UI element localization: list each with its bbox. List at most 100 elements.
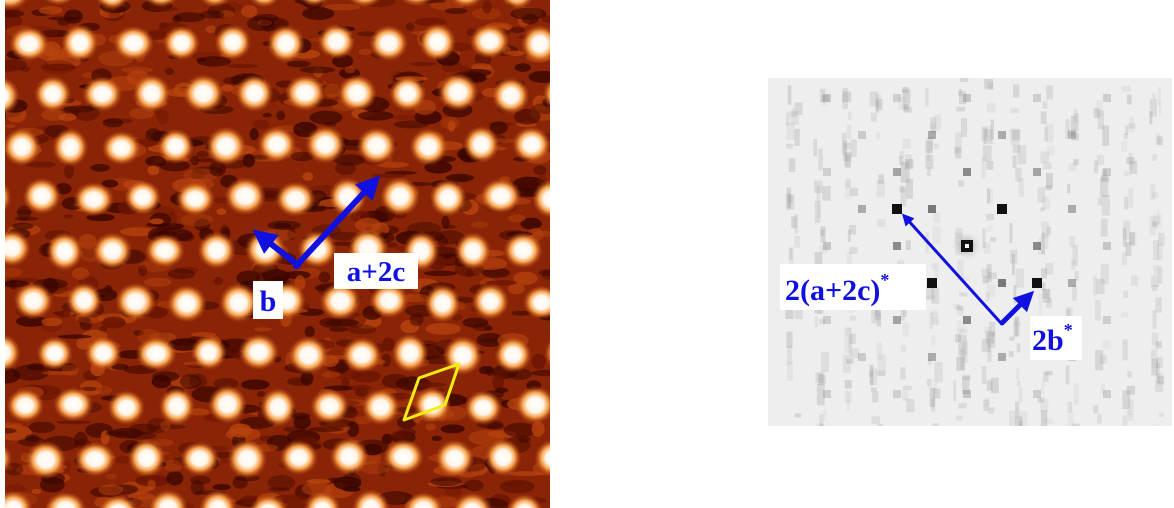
stm-texture-blob xyxy=(485,365,494,376)
fft-spot xyxy=(998,279,1006,287)
stm-atom xyxy=(5,334,21,372)
stm-texture-blob xyxy=(335,162,356,176)
fft-texture-streak xyxy=(1013,285,1017,304)
stm-atom xyxy=(520,24,550,64)
stm-atom xyxy=(158,386,195,426)
stm-atom xyxy=(74,441,116,477)
stm-texture-blob xyxy=(483,326,493,331)
fft-texture-streak xyxy=(813,139,817,157)
fft-texture-streak xyxy=(1012,155,1017,168)
fft-texture-streak xyxy=(1046,85,1053,100)
fft-texture-streak xyxy=(822,186,831,201)
fft-texture-streak xyxy=(1093,275,1097,296)
stm-atom xyxy=(299,0,329,7)
fft-texture-streak xyxy=(900,367,906,380)
stm-atom xyxy=(464,390,503,426)
stm-texture-blob xyxy=(387,242,398,248)
stm-texture-blob xyxy=(102,118,124,128)
stm-texture-blob xyxy=(425,423,436,431)
fft-texture-streak xyxy=(1013,322,1021,327)
stm-texture-blob xyxy=(470,221,489,228)
stm-atom xyxy=(442,335,483,376)
stm-atom xyxy=(305,125,346,164)
fft-texture-streak xyxy=(930,117,937,133)
fft-texture-streak xyxy=(870,368,878,386)
fft-texture-streak xyxy=(822,409,827,422)
fft-texture-streak xyxy=(1152,310,1157,329)
stm-texture-blob xyxy=(328,326,349,332)
stm-atom xyxy=(61,23,99,62)
stm-texture-blob xyxy=(177,232,195,242)
fft-texture-streak xyxy=(819,318,826,325)
stm-texture-blob xyxy=(514,109,541,125)
stm-texture-blob xyxy=(304,326,315,338)
fft-texture-streak xyxy=(817,204,822,218)
fft-texture-streak xyxy=(1072,285,1077,301)
fft-texture-streak xyxy=(926,295,936,300)
stm-atom xyxy=(544,339,550,368)
fft-texture-streak xyxy=(1151,358,1158,376)
fft-texture-streak xyxy=(1153,240,1160,261)
fft-texture-streak xyxy=(934,362,943,383)
stm-texture-blob xyxy=(283,426,306,433)
fft-texture-streak xyxy=(955,132,962,153)
stm-texture-blob xyxy=(517,436,531,443)
fft-texture-streak xyxy=(902,89,910,112)
stm-texture-blob xyxy=(149,218,164,225)
stm-atom xyxy=(309,388,350,424)
fft-texture-streak xyxy=(956,320,966,333)
fft-spot xyxy=(1033,94,1041,102)
stm-texture-blob xyxy=(133,330,145,336)
fft-texture-streak xyxy=(1096,155,1105,165)
fft-texture-streak xyxy=(1015,316,1020,336)
label-2-a-plus-2c-superscript: * xyxy=(880,270,889,290)
stm-texture-blob xyxy=(5,427,17,434)
stm-atom xyxy=(463,125,500,164)
fft-texture-streak xyxy=(1149,216,1156,236)
stm-texture-blob xyxy=(459,65,471,74)
stm-atom xyxy=(534,439,550,477)
fft-texture-streak xyxy=(1153,214,1162,230)
fft-texture-streak xyxy=(958,403,967,409)
stm-texture-blob xyxy=(445,7,468,15)
stm-texture-blob xyxy=(532,230,550,237)
fft-texture-streak xyxy=(1131,275,1139,286)
fft-texture-streak xyxy=(875,94,881,108)
fft-texture-streak xyxy=(982,128,986,144)
fft-texture-streak xyxy=(984,330,989,340)
fft-texture-streak xyxy=(842,87,848,109)
fft-texture-streak xyxy=(982,228,986,248)
stm-atom xyxy=(329,437,369,476)
fft-spot xyxy=(823,242,831,250)
stm-texture-blob xyxy=(462,317,489,328)
stm-atom xyxy=(297,230,338,269)
fft-texture-streak xyxy=(932,423,939,426)
fft-texture-streak xyxy=(1094,300,1101,321)
fft-texture-streak xyxy=(1067,411,1074,426)
stm-atom xyxy=(115,282,157,321)
stm-atom xyxy=(190,334,227,371)
fft-texture-streak xyxy=(981,157,986,179)
fft-texture-streak xyxy=(1151,332,1159,346)
fft-texture-streak xyxy=(986,225,993,232)
stm-atom xyxy=(409,127,448,166)
stm-texture-blob xyxy=(110,428,144,439)
stm-texture-blob xyxy=(377,161,410,168)
stm-atom xyxy=(501,0,534,10)
fft-texture-streak xyxy=(821,88,828,107)
stm-texture-blob xyxy=(166,470,184,486)
fft-texture-streak xyxy=(1151,347,1158,369)
fft-spot xyxy=(1033,168,1041,176)
fft-texture-streak xyxy=(1158,412,1164,418)
fft-texture-streak xyxy=(1041,282,1046,290)
stm-atom xyxy=(400,0,433,7)
fft-texture-streak xyxy=(789,248,793,260)
fft-spot xyxy=(963,94,971,102)
stm-atom xyxy=(6,388,45,423)
stm-atom xyxy=(341,337,383,374)
fft-texture-streak xyxy=(1094,160,1099,174)
fft-texture-streak xyxy=(1018,421,1023,426)
stm-texture-blob xyxy=(138,265,148,277)
fft-texture-streak xyxy=(981,338,991,353)
fft-spot xyxy=(823,94,831,102)
